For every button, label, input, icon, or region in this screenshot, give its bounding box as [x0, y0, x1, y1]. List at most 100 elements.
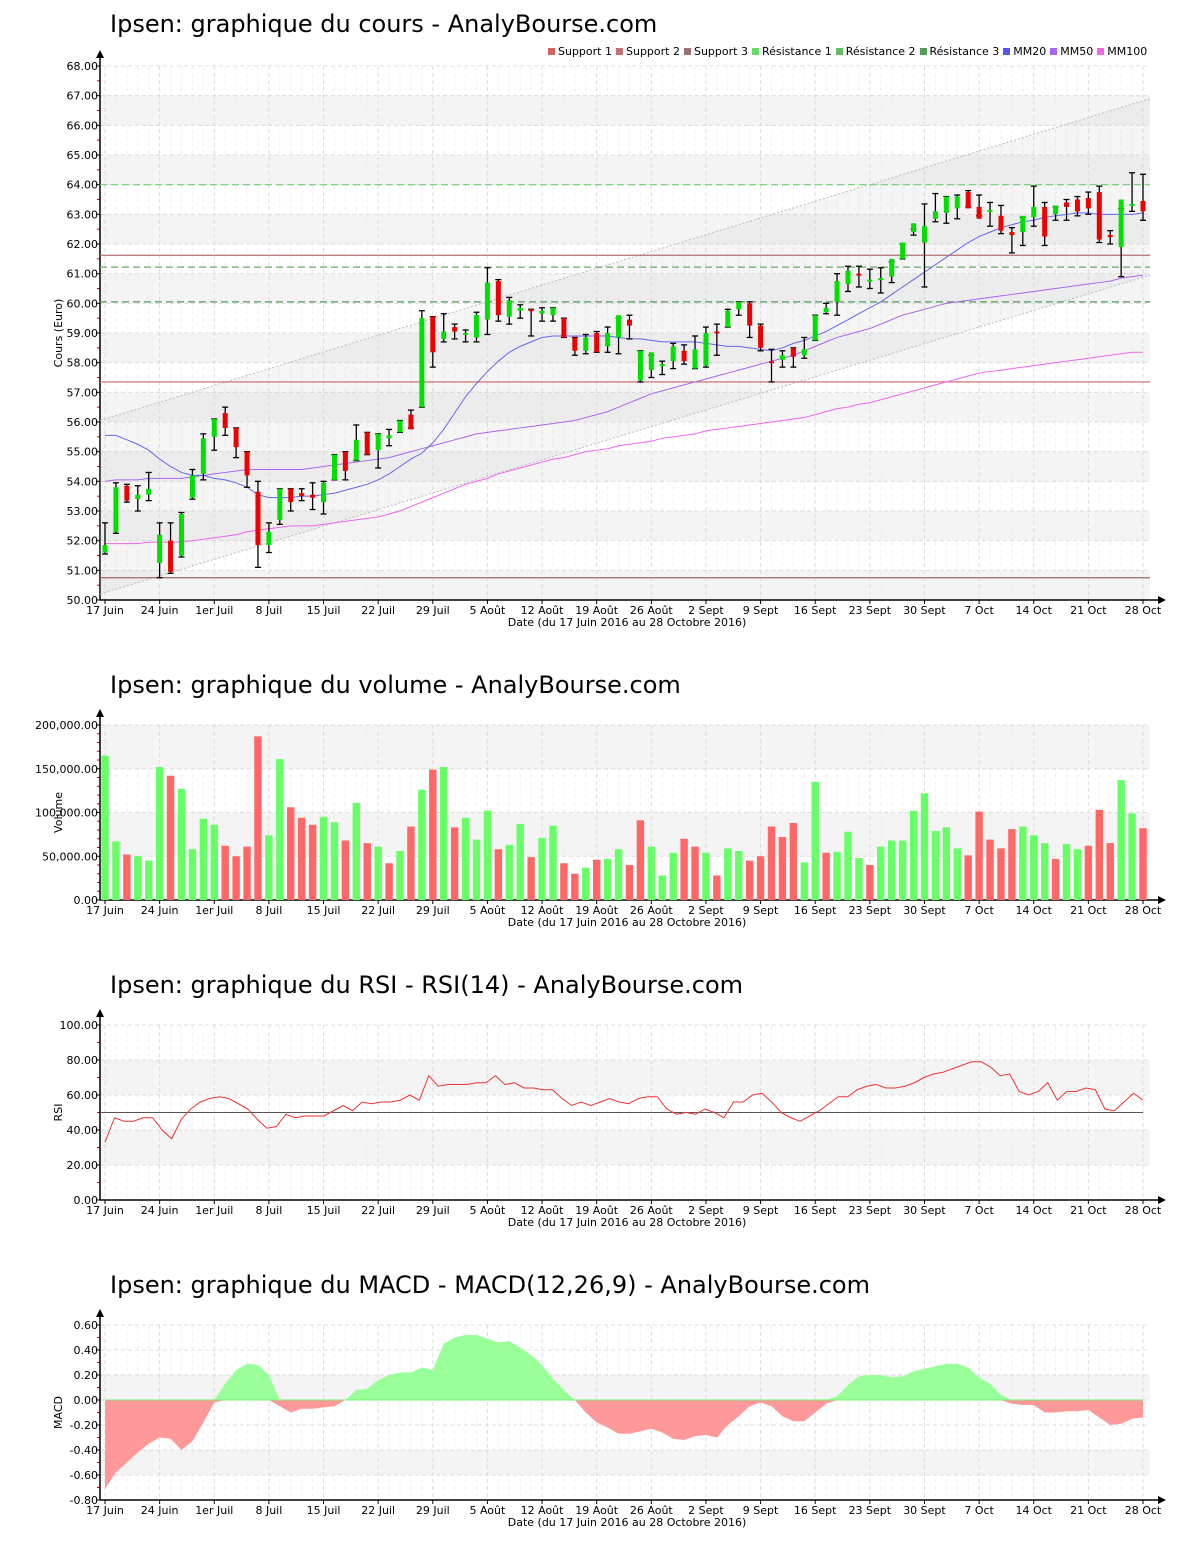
- legend-label: MM20: [1013, 45, 1047, 58]
- volume-bar: [123, 854, 131, 900]
- candle: [692, 335, 699, 370]
- candle: [528, 308, 535, 337]
- svg-text:29 Juil: 29 Juil: [416, 604, 450, 617]
- volume-bar: [756, 856, 765, 900]
- candle: [823, 302, 830, 315]
- legend-label: Support 3: [693, 45, 748, 58]
- svg-text:15 Juil: 15 Juil: [307, 604, 341, 617]
- svg-text:22 Juil: 22 Juil: [361, 904, 395, 917]
- volume-bar: [866, 865, 874, 900]
- candle: [604, 326, 611, 353]
- volume-bar: [450, 827, 459, 900]
- candle: [1118, 199, 1125, 278]
- svg-text:58.00: 58.00: [67, 357, 99, 370]
- legend-item: MM100: [1097, 45, 1147, 58]
- volume-bar: [822, 852, 830, 900]
- candle: [997, 204, 1004, 235]
- svg-text:14 Oct: 14 Oct: [1015, 604, 1052, 617]
- candle: [888, 258, 895, 284]
- volume-bar: [909, 810, 918, 900]
- price-legend: Support 1 Support 2 Support 3 Résistance 1 R…: [548, 45, 1147, 58]
- volume-bar: [516, 823, 524, 900]
- volume-bar: [1040, 843, 1049, 900]
- candle: [156, 522, 163, 579]
- svg-text:67.00: 67.00: [67, 90, 99, 103]
- volume-bar: [483, 810, 492, 900]
- candle: [877, 267, 884, 294]
- legend-swatch-icon: [683, 48, 691, 55]
- candle: [560, 317, 567, 339]
- svg-text:Volume: Volume: [52, 792, 65, 833]
- rsi-chart: 0.00 20.00 40.00 60.00 80.00 100.00 17 Juin 24 …: [52, 1009, 1166, 1229]
- volume-bar: [407, 826, 415, 900]
- svg-text:7 Oct: 7 Oct: [964, 904, 994, 917]
- legend-item: MM20: [1003, 45, 1046, 58]
- volume-bar: [942, 827, 951, 900]
- candle: [549, 307, 556, 322]
- volume-bar: [931, 830, 940, 900]
- volume-bar: [877, 846, 885, 900]
- svg-text:2 Sept: 2 Sept: [688, 604, 724, 617]
- volume-bar: [418, 789, 426, 900]
- candle: [801, 336, 808, 359]
- svg-text:28 Oct: 28 Oct: [1125, 904, 1162, 917]
- candle: [233, 427, 240, 459]
- legend-item: Support 1: [548, 45, 612, 58]
- legend-item: Résistance 1: [751, 45, 832, 58]
- legend-item: Support 3: [683, 45, 748, 58]
- svg-text:1er Juil: 1er Juil: [195, 1204, 233, 1217]
- legend-label: MM50: [1060, 45, 1094, 58]
- svg-text:24 Juin: 24 Juin: [141, 904, 179, 917]
- svg-text:53.00: 53.00: [67, 505, 99, 518]
- svg-text:9 Sept: 9 Sept: [743, 1204, 779, 1217]
- svg-text:Cours (Euro): Cours (Euro): [52, 299, 65, 368]
- candle: [659, 360, 666, 376]
- svg-text:55.00: 55.00: [67, 446, 99, 459]
- legend-swatch-icon: [835, 48, 843, 55]
- candle: [571, 336, 578, 356]
- legend-swatch-icon: [919, 48, 927, 55]
- volume-bar: [691, 846, 699, 900]
- volume-bar: [1051, 858, 1060, 900]
- legend-item: Résistance 2: [835, 45, 916, 58]
- svg-text:80.00: 80.00: [67, 1054, 99, 1067]
- candle: [309, 482, 316, 511]
- candle: [112, 482, 119, 534]
- svg-text:68.00: 68.00: [67, 60, 99, 73]
- candle: [1140, 173, 1146, 221]
- svg-text:21 Oct: 21 Oct: [1070, 1504, 1107, 1517]
- svg-text:5 Août: 5 Août: [469, 604, 506, 617]
- candle: [866, 268, 873, 290]
- macd-chart: -0.80 -0.60 -0.40 -0.20 0.00 0.20 0.40 0.60 17 J…: [52, 1309, 1166, 1529]
- svg-text:0.00: 0.00: [74, 1394, 99, 1407]
- svg-text:50.00: 50.00: [67, 594, 99, 607]
- volume-bar: [833, 851, 841, 900]
- volume-bar: [308, 824, 317, 900]
- svg-text:7 Oct: 7 Oct: [964, 1504, 994, 1517]
- legend-swatch-icon: [1097, 48, 1105, 55]
- volume-bar: [887, 840, 896, 900]
- volume-bar: [920, 793, 929, 900]
- svg-text:0.00: 0.00: [74, 894, 99, 907]
- volume-bar: [440, 767, 448, 900]
- svg-text:63.00: 63.00: [67, 208, 99, 221]
- volume-bar: [582, 867, 590, 900]
- svg-text:8 Juil: 8 Juil: [255, 1204, 282, 1217]
- candle: [834, 273, 841, 316]
- svg-text:8 Juil: 8 Juil: [255, 904, 282, 917]
- svg-text:54.00: 54.00: [67, 475, 99, 488]
- legend-swatch-icon: [615, 48, 623, 55]
- volume-bar: [614, 849, 623, 900]
- volume-bar: [112, 841, 120, 900]
- svg-text:0.60: 0.60: [74, 1319, 99, 1332]
- candle: [943, 195, 950, 224]
- volume-bar: [549, 825, 557, 900]
- candle: [965, 189, 972, 209]
- candle: [167, 522, 174, 574]
- volume-bar: [1019, 826, 1027, 900]
- candle: [681, 344, 688, 365]
- svg-text:2 Sept: 2 Sept: [688, 904, 724, 917]
- candle: [735, 301, 742, 316]
- volume-bar: [855, 858, 863, 900]
- candle: [320, 480, 327, 515]
